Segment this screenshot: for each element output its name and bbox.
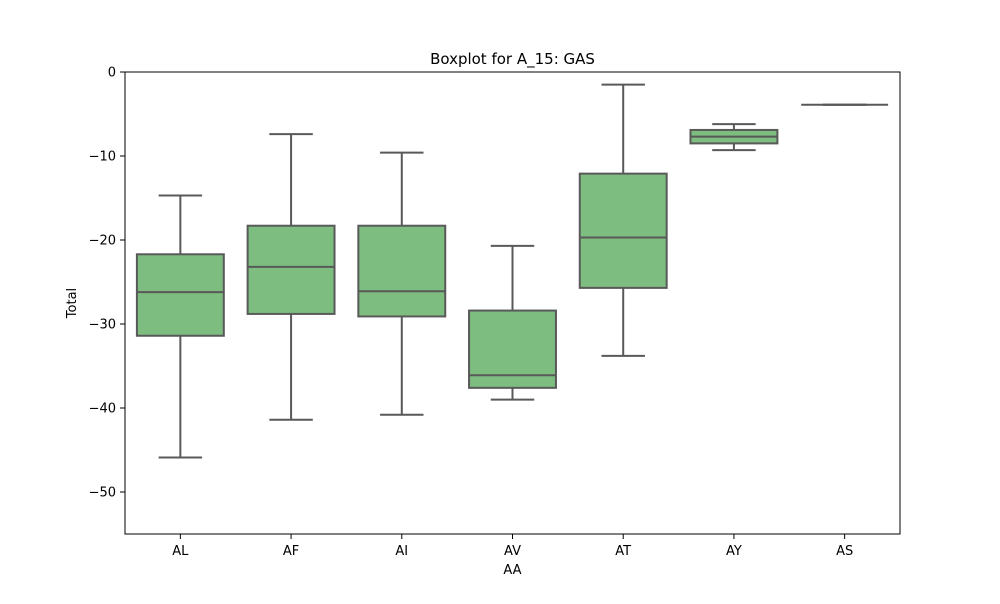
x-tick-label: AV <box>504 544 521 559</box>
x-axis: AL AF AI AV AT AY AS <box>172 534 853 559</box>
box-iqr <box>578 172 668 289</box>
y-tick-label: −40 <box>89 402 116 417</box>
box-iqr <box>135 253 225 337</box>
box-group <box>246 133 336 421</box>
x-axis-label: AA <box>503 563 521 578</box>
box-iqr <box>468 309 557 389</box>
x-tick-label: AY <box>726 544 742 559</box>
x-tick-label: AF <box>283 544 299 559</box>
box-group <box>578 83 668 357</box>
box-group <box>357 151 447 416</box>
y-tick-label: −20 <box>89 234 116 249</box>
x-tick-label: AL <box>172 544 189 559</box>
y-tick-label: −50 <box>89 486 116 501</box>
y-tick-label: −10 <box>89 150 116 165</box>
x-tick-label: AS <box>836 544 853 559</box>
box-group <box>689 123 779 152</box>
plot-marks <box>135 83 889 459</box>
y-axis: 0 −10 −20 −30 −40 −50 <box>89 66 125 501</box>
box-iqr <box>246 224 336 315</box>
x-tick-label: AI <box>395 544 408 559</box>
x-tick-label: AT <box>615 544 631 559</box>
y-tick-label: −30 <box>89 318 116 333</box>
box-group <box>135 194 225 459</box>
y-tick-label: 0 <box>108 66 116 81</box>
box-group <box>468 244 557 401</box>
y-axis-label: Total <box>65 288 80 319</box>
box-iqr <box>357 224 447 318</box>
chart-title: Boxplot for A_15: GAS <box>430 50 595 69</box>
